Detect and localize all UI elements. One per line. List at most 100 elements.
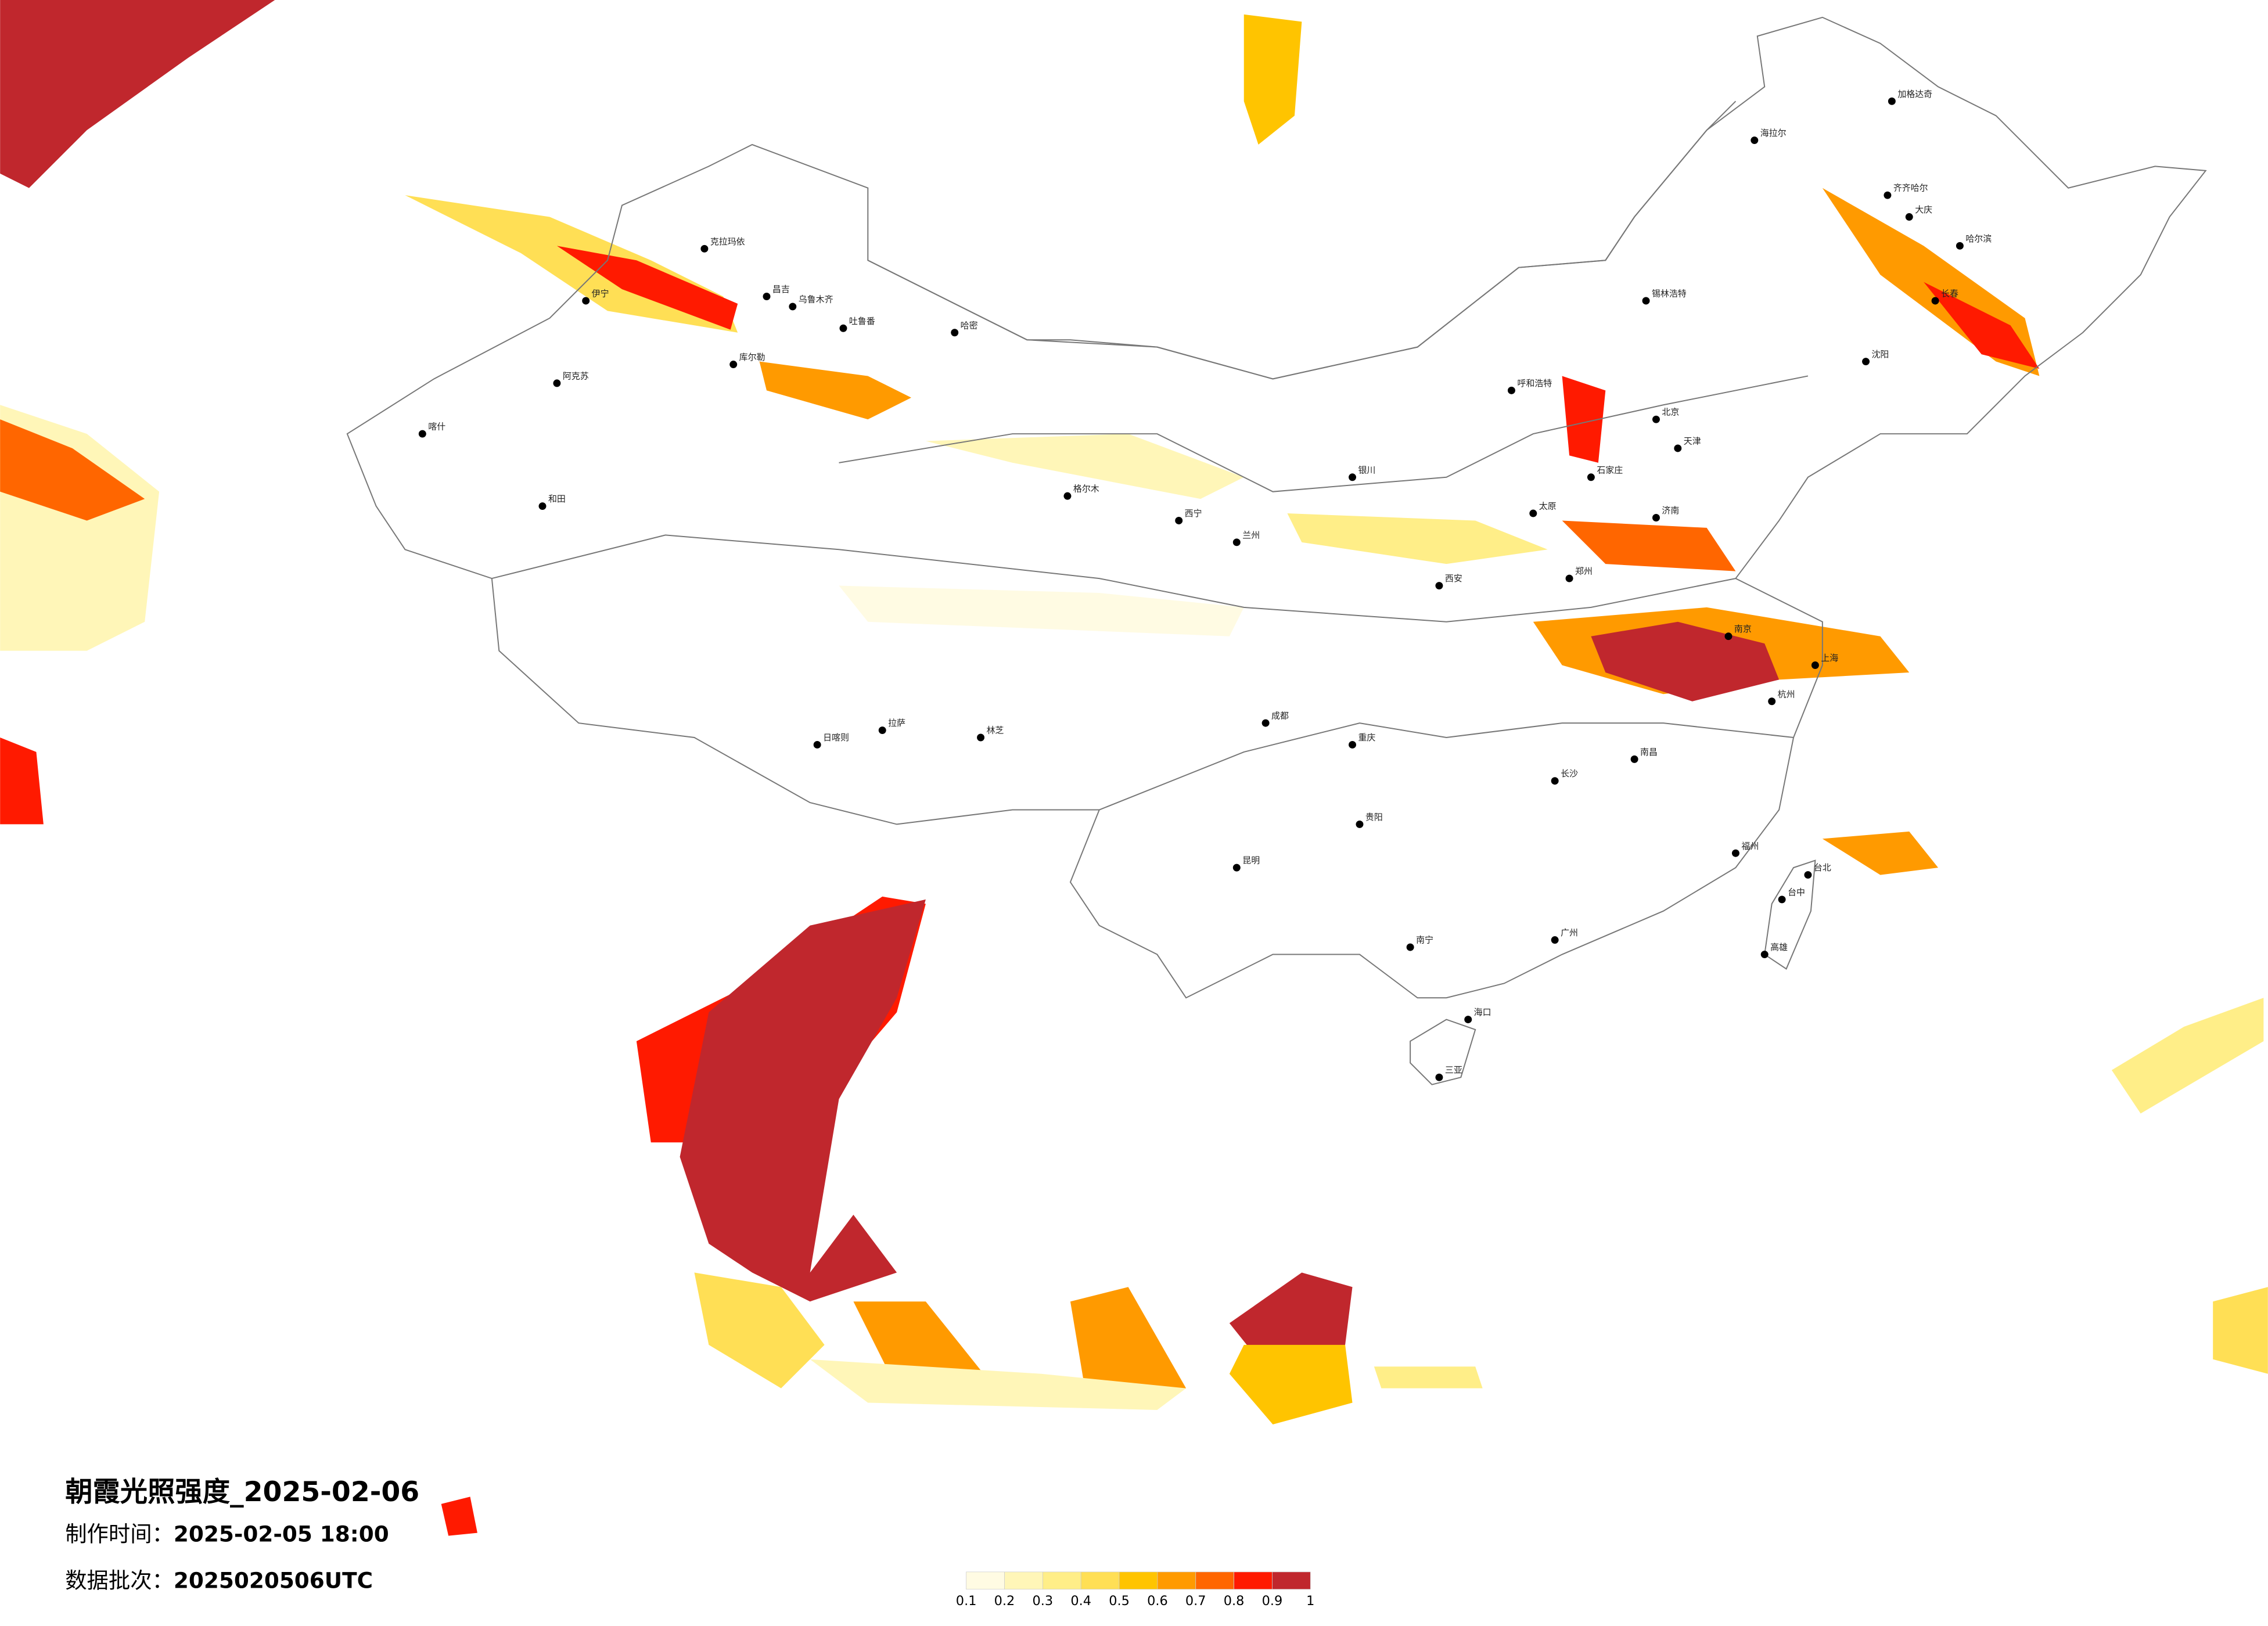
city-label: 三亚 <box>1445 1065 1462 1075</box>
borders <box>346 16 2207 1085</box>
city-dot <box>1652 514 1660 521</box>
city-dot <box>1435 1073 1443 1081</box>
city-dot <box>813 740 821 749</box>
legend-cell <box>966 1571 1005 1590</box>
china-outline <box>346 16 2207 999</box>
legend-tick-label: 0.2 <box>994 1593 1015 1609</box>
city-label: 杭州 <box>1778 689 1795 699</box>
city-label: 和田 <box>548 494 566 504</box>
legend-tick-label: 0.9 <box>1262 1593 1283 1609</box>
province-line <box>839 375 1809 492</box>
city-dot <box>1642 297 1650 305</box>
city-label: 阿克苏 <box>563 370 589 381</box>
city-label: 加格达奇 <box>1897 89 1932 99</box>
legend-cell <box>1119 1571 1158 1590</box>
city-dot <box>1507 386 1515 394</box>
legend-tick-label: 1 <box>1306 1593 1314 1609</box>
city-dot <box>1956 242 1964 250</box>
city-label: 长春 <box>1941 288 1958 298</box>
city-dot <box>763 293 771 300</box>
city-label: 林芝 <box>986 725 1004 736</box>
city-label: 台中 <box>1788 887 1805 897</box>
city-dot <box>729 361 738 369</box>
city-label: 拉萨 <box>888 718 905 728</box>
city-label: 济南 <box>1662 505 1679 516</box>
city-dot <box>878 726 886 735</box>
city-dot <box>951 329 959 337</box>
city-dot <box>1232 538 1241 546</box>
city-dot <box>1804 871 1812 879</box>
legend-cell <box>1272 1571 1311 1590</box>
city-dot <box>582 297 590 305</box>
hainan <box>1410 1019 1476 1085</box>
city-label: 南昌 <box>1640 747 1658 757</box>
city-label: 昆明 <box>1242 855 1260 866</box>
legend-cell <box>1042 1571 1081 1590</box>
city-label: 哈密 <box>961 320 978 330</box>
city-label: 海口 <box>1474 1007 1491 1017</box>
city-dot <box>1778 895 1786 904</box>
city-dot <box>418 430 426 438</box>
city-label: 库尔勒 <box>739 352 765 362</box>
city-label: 西安 <box>1445 573 1462 584</box>
city-label: 南京 <box>1734 624 1752 634</box>
city-label: 重庆 <box>1358 732 1375 743</box>
city-label: 哈尔滨 <box>1965 233 1992 244</box>
city-label: 天津 <box>1684 436 1701 446</box>
city-label: 石家庄 <box>1597 465 1623 475</box>
legend-tick-label: 0.8 <box>1224 1593 1245 1609</box>
made-time-label: 制作时间： <box>65 1521 174 1547</box>
city-label: 高雄 <box>1770 942 1788 952</box>
legend-tick-label: 0.6 <box>1147 1593 1168 1609</box>
city-dot <box>1674 444 1682 452</box>
city-dot <box>839 324 847 332</box>
city-dot <box>1063 492 1072 500</box>
city-label: 银川 <box>1358 465 1375 475</box>
batch: 数据批次：2025020506UTC <box>65 1567 373 1593</box>
city-dot <box>1760 951 1769 959</box>
city-dot <box>1529 509 1537 517</box>
city-dot <box>1587 473 1595 481</box>
legend-cell <box>1195 1571 1234 1590</box>
city-dot <box>538 502 547 510</box>
taiwan <box>1764 859 1816 970</box>
city-dot <box>1565 574 1573 582</box>
legend-cell <box>1004 1571 1043 1590</box>
legend-tick-label: 0.7 <box>1185 1593 1206 1609</box>
city-label: 昌吉 <box>772 284 790 294</box>
legend-cell <box>1080 1571 1120 1590</box>
legend-tick-label: 0.3 <box>1033 1593 1054 1609</box>
city-label: 海拉尔 <box>1760 128 1787 138</box>
city-label: 格尔木 <box>1073 484 1099 494</box>
city-dot <box>553 379 561 387</box>
city-dot <box>977 733 985 742</box>
city-dot <box>1349 473 1356 481</box>
city-label: 锡林浩特 <box>1652 288 1687 298</box>
city-label: 大庆 <box>1915 204 1932 215</box>
city-dot <box>1630 755 1638 763</box>
city-label: 呼和浩特 <box>1517 378 1552 388</box>
map-title: 朝霞光照强度_2025-02-06 <box>65 1476 419 1508</box>
city-dot <box>1551 936 1559 944</box>
legend-tick-label: 0.1 <box>956 1593 977 1609</box>
city-dot <box>1464 1016 1472 1024</box>
city-dot <box>1905 213 1913 221</box>
legend-tick-label: 0.5 <box>1109 1593 1130 1609</box>
city-label: 北京 <box>1662 407 1679 418</box>
city-dot <box>1356 820 1364 828</box>
city-dot <box>1435 582 1443 590</box>
city-label: 郑州 <box>1575 566 1593 577</box>
city-label: 上海 <box>1821 653 1838 663</box>
city-dot <box>1731 849 1739 857</box>
city-dot <box>1406 943 1414 951</box>
city-dot <box>1652 415 1660 423</box>
city-dot <box>1551 777 1559 785</box>
city-label: 日喀则 <box>823 732 849 743</box>
province-line <box>491 534 1736 623</box>
made-time: 制作时间：2025-02-05 18:00 <box>65 1521 389 1547</box>
intensity-field <box>0 0 2268 1536</box>
legend-tick-label: 0.4 <box>1070 1593 1091 1609</box>
city-label: 广州 <box>1561 927 1578 938</box>
city-dot <box>789 303 797 311</box>
